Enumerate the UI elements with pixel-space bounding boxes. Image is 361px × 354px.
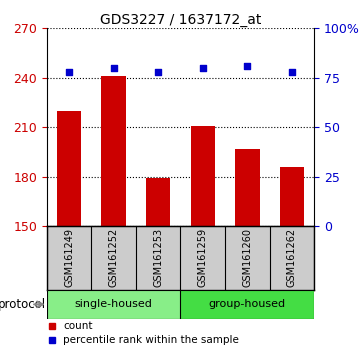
Point: [111, 65, 117, 71]
Text: GSM161260: GSM161260: [242, 228, 252, 287]
Point: [155, 69, 161, 75]
Bar: [47, 290, 180, 319]
Text: single-housed: single-housed: [75, 299, 153, 309]
Bar: [57, 111, 82, 226]
Text: GSM161262: GSM161262: [287, 228, 297, 287]
Bar: [146, 178, 170, 226]
Text: GSM161252: GSM161252: [109, 228, 119, 287]
Bar: [235, 149, 260, 226]
Point: [66, 69, 72, 75]
Title: GDS3227 / 1637172_at: GDS3227 / 1637172_at: [100, 13, 261, 27]
Text: GSM161259: GSM161259: [198, 228, 208, 287]
Text: GSM161253: GSM161253: [153, 228, 163, 287]
Bar: [191, 126, 215, 226]
Point: [244, 63, 250, 69]
Text: percentile rank within the sample: percentile rank within the sample: [63, 335, 239, 345]
Bar: [180, 290, 314, 319]
Text: protocol: protocol: [0, 298, 46, 311]
Text: GSM161249: GSM161249: [64, 228, 74, 287]
Text: group-housed: group-housed: [209, 299, 286, 309]
Point: [289, 69, 295, 75]
Bar: [101, 76, 126, 226]
Point: [200, 65, 206, 71]
Text: count: count: [63, 321, 92, 331]
Bar: [279, 167, 304, 226]
